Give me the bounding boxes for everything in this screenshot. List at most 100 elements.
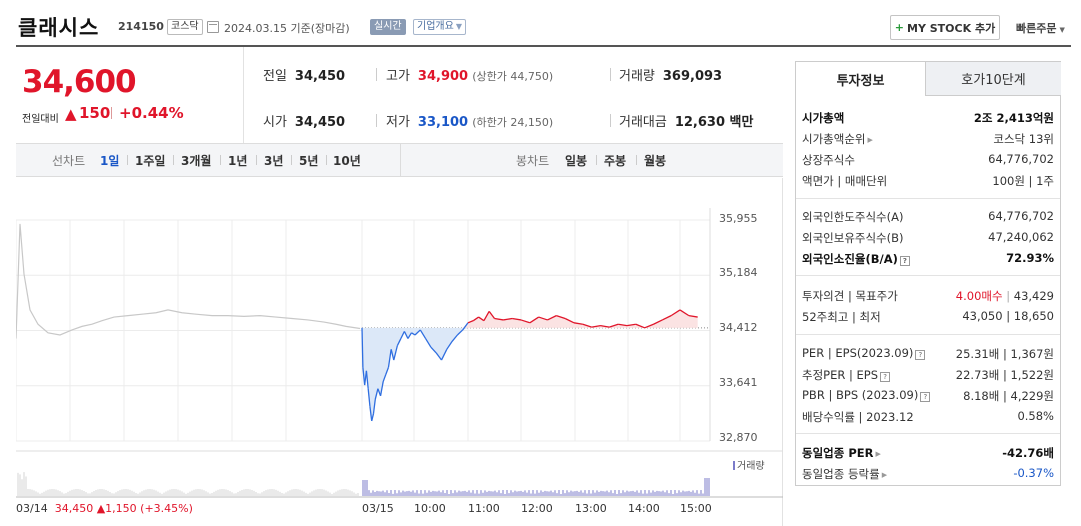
today-price-segment: [503, 317, 513, 321]
tab-divider: [220, 155, 221, 165]
add-my-stock-button[interactable]: + MY STOCK 추가: [890, 15, 1000, 40]
today-price-segment: [361, 327, 364, 368]
open-stat: 시가 34,450: [263, 111, 345, 130]
sector-per-row[interactable]: 동일업종 PER ▶ -42.76배: [802, 445, 1054, 461]
today-price-segment: [483, 311, 490, 321]
target-price: 43,429: [1013, 289, 1054, 303]
help-icon[interactable]: ?: [915, 350, 926, 360]
tab-3years[interactable]: 3년: [264, 154, 284, 168]
row-label-text: 동일업종 등락률: [802, 467, 880, 481]
today-price-segment: [679, 309, 690, 317]
chevron-down-icon: ▼: [455, 22, 462, 31]
realtime-button[interactable]: 실시간: [370, 19, 406, 35]
today-price-segment: [387, 349, 392, 368]
investment-info-panel: 투자정보 호가10단계 시가총액 2조 2,413억원 시가총액순위 ▶ 코스닥 13…: [795, 61, 1061, 486]
y-tick: 35,955: [719, 212, 758, 225]
section-divider: [796, 334, 1060, 335]
today-price-segment: [488, 310, 496, 319]
tab-weekly-candle[interactable]: 주봉: [604, 154, 627, 168]
today-price-segment: [564, 317, 575, 324]
today-price-segment: [374, 388, 379, 400]
open-label: 시가: [263, 115, 287, 130]
upper-limit: (상한가 44,750): [472, 70, 554, 83]
volume-legend: 거래량: [733, 457, 765, 472]
x-tick: 11:00: [468, 502, 500, 515]
section-divider: [796, 433, 1060, 434]
help-icon[interactable]: ?: [880, 372, 891, 382]
today-price-segment: [403, 331, 409, 339]
tab-10years[interactable]: 10년: [333, 154, 361, 168]
row-value: -0.37%: [1013, 466, 1054, 480]
today-price-segment: [456, 329, 464, 336]
dividend-row: 배당수익률 | 2023.12 0.58%: [802, 409, 1054, 425]
row-label-text: PBR | BPS (2023.09): [802, 388, 919, 402]
row-label: 액면가 | 매매단위: [802, 174, 888, 188]
row-value: 2조 2,413억원: [973, 111, 1054, 125]
row-value: 43,050 | 18,650: [962, 309, 1054, 323]
x-tick: 10:00: [414, 502, 446, 515]
tab-daily-candle[interactable]: 일봉: [565, 154, 588, 168]
price-chart[interactable]: 35,955 35,184 34,412 33,641 32,870 거래량 0…: [16, 178, 783, 526]
tab-divider: [291, 155, 292, 165]
row-label: 동일업종 PER ▶: [802, 445, 881, 461]
today-price-segment: [591, 325, 601, 328]
today-price-segment: [379, 381, 384, 396]
low-label: 저가: [386, 115, 410, 130]
sector-change-row[interactable]: 동일업종 등락률 ▶ -0.37%: [802, 466, 1054, 482]
tab-order-book[interactable]: 호가10단계: [926, 62, 1061, 96]
shares-row: 상장주식수 64,776,702: [802, 152, 1054, 168]
today-price-segment: [573, 322, 583, 325]
row-value: 100원 | 1주: [992, 174, 1054, 188]
prev-close-value: 34,450: [294, 69, 346, 84]
row-value: 72.93%: [1006, 251, 1054, 265]
tab-1year[interactable]: 1년: [228, 154, 248, 168]
help-icon[interactable]: ?: [899, 256, 910, 266]
quick-order-dropdown[interactable]: 빠른주문 ▼: [1016, 20, 1065, 36]
amount-label: 거래대금: [619, 115, 667, 130]
today-price-segment: [451, 334, 458, 342]
today-price-segment: [396, 338, 402, 347]
prev-day-close: 34,450: [54, 502, 94, 515]
prev-close-label: 전일: [263, 69, 287, 84]
change-value: 150: [79, 104, 111, 122]
up-arrow-icon: ▲: [65, 105, 77, 123]
today-price-segment: [582, 323, 592, 328]
price-stats: 전일 34,450 고가 34,900 (상한가 44,750) 거래량 369,09…: [245, 47, 783, 143]
row-value: 64,776,702: [988, 209, 1054, 223]
stat-divider: [376, 68, 377, 81]
today-price-segment: [369, 406, 373, 422]
market-cap-rank-row[interactable]: 시가총액순위 ▶ 코스닥 13위: [802, 131, 1054, 147]
today-price-segment: [520, 319, 531, 324]
row-label-text: 동일업종 PER: [802, 446, 874, 460]
tab-monthly-candle[interactable]: 월봉: [644, 154, 667, 168]
tab-1day[interactable]: 1일: [100, 154, 120, 168]
opinion-value: 4.00매수: [955, 289, 1003, 303]
today-price-segment: [419, 329, 427, 339]
company-overview-dropdown[interactable]: 기업개요 ▼: [413, 19, 466, 35]
tab-divider: [636, 155, 637, 165]
chart-svg: [16, 208, 783, 498]
today-price-segment: [512, 317, 522, 321]
tab-investment-info[interactable]: 투자정보: [796, 62, 926, 96]
row-value: 8.18배 | 4,229원: [963, 389, 1054, 403]
tab-3months[interactable]: 3개월: [181, 154, 212, 168]
tab-1week[interactable]: 1주일: [135, 154, 166, 168]
help-icon[interactable]: ?: [920, 392, 931, 402]
today-price-segment: [547, 315, 557, 321]
stock-code: 214150: [118, 20, 164, 33]
prev-day-line: [16, 223, 361, 339]
tab-divider: [127, 155, 128, 165]
row-value: 4.00매수 | 43,429: [956, 288, 1054, 304]
current-price-box: 34,600 전일대비 ▲ 150 +0.44%: [16, 47, 244, 143]
row-label: 외국인소진율(B/A)?: [802, 251, 910, 267]
row-label: 52주최고 | 최저: [802, 310, 881, 324]
row-value: 코스닥 13위: [993, 132, 1054, 146]
row-label: PER | EPS(2023.09)?: [802, 346, 926, 360]
prev-day-date: 03/14: [16, 502, 48, 515]
prev-day-change: ▲1,150 (+3.45%): [96, 502, 193, 515]
tab-5years[interactable]: 5년: [299, 154, 319, 168]
stat-divider: [610, 68, 611, 81]
market-badge: 코스닥: [167, 19, 203, 35]
x-tick: 12:00: [521, 502, 553, 515]
period-bar-divider: [400, 144, 401, 177]
